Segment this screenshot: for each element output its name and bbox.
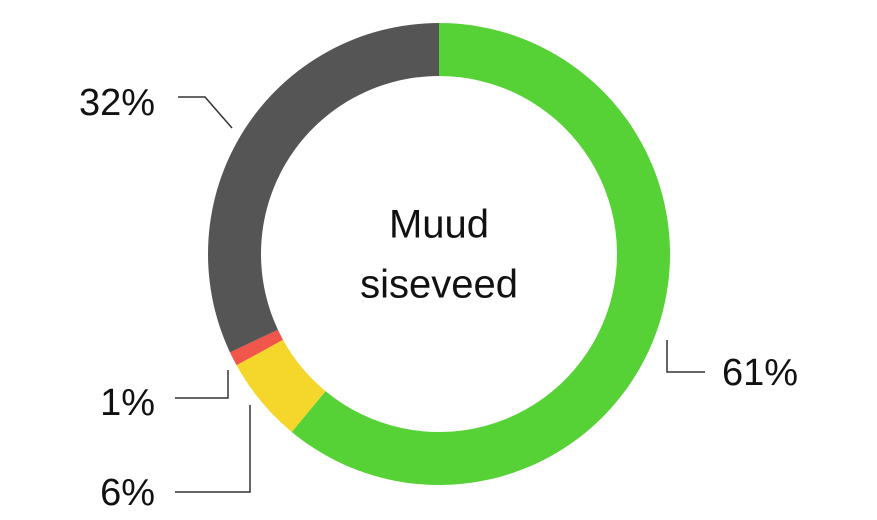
leader-line <box>178 96 233 129</box>
value-label: 32% <box>79 82 155 124</box>
center-label: Muud <box>389 203 489 247</box>
value-label: 6% <box>100 472 155 514</box>
leader-line <box>175 370 229 399</box>
center-label: siseveed <box>360 263 518 307</box>
value-label: 1% <box>100 382 155 424</box>
value-label: 61% <box>722 352 798 394</box>
donut-slice <box>229 329 284 366</box>
donut-slice <box>236 339 326 432</box>
donut-slice <box>291 23 671 485</box>
leader-line <box>175 405 251 493</box>
donut-slice <box>207 23 439 353</box>
leader-line <box>666 340 705 373</box>
